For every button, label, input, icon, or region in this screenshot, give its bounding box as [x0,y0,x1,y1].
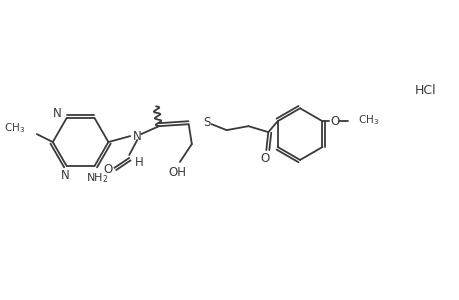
Text: O: O [104,164,113,176]
Text: NH$_2$: NH$_2$ [86,171,108,185]
Text: S: S [202,116,210,129]
Text: CH$_3$: CH$_3$ [4,121,25,135]
Text: N: N [133,130,141,142]
Text: N: N [61,169,70,182]
Text: H: H [134,156,143,170]
Text: HCl: HCl [414,84,435,97]
Text: O: O [260,152,269,165]
Text: OH: OH [168,166,185,179]
Text: O: O [330,115,339,128]
Text: CH$_3$: CH$_3$ [358,113,379,127]
Text: N: N [52,106,61,119]
